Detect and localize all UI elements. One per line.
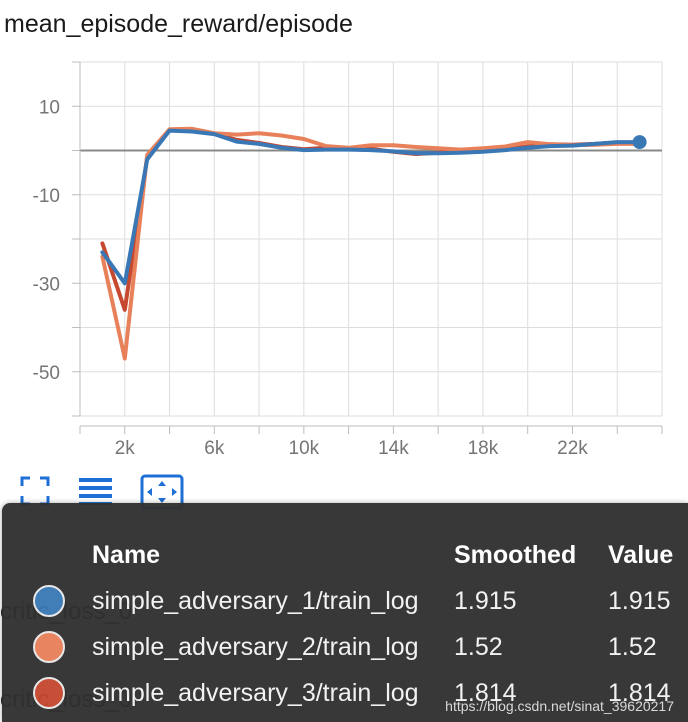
fullscreen-button[interactable] [18,474,52,508]
series-color-swatch [33,585,65,617]
tooltip-header-name: Name [92,541,161,569]
tooltip-smoothed-value: 1.915 [454,587,517,615]
tooltip-series-name: simple_adversary_1/train_log [92,587,419,615]
watermark: https://blog.csdn.net/sinat_39620217 [445,698,674,714]
hover-point [632,135,647,150]
tooltip-series-name: simple_adversary_3/train_log [92,679,419,707]
x-tick-label: 6k [204,438,225,459]
grid [80,61,663,417]
tooltip-value: 1.52 [608,633,657,661]
y-tick-label: 10 [39,97,60,118]
y-tick-label: -50 [33,363,60,384]
x-tick-label: 14k [378,438,409,459]
tooltip-smoothed-value: 1.814 [454,679,517,707]
tooltip-row: simple_adversary_1/train_log 1.915 1.915 [2,583,688,627]
series-lines [100,126,647,361]
tooltip-value: 1.814 [608,679,671,707]
tooltip-header-value: Value [608,541,674,569]
series-line-2 [100,126,642,361]
tooltip-row: simple_adversary_2/train_log 1.52 1.52 [2,629,688,673]
x-tick-label: 22k [557,438,588,459]
tooltip-value: 1.915 [608,587,671,615]
x-tick-label: 10k [289,438,320,459]
tick-labels: 10 -10 -30 -50 2k 6k 10k 14k 18k 22k [33,97,589,459]
y-tick-label: -30 [33,274,60,295]
axes [72,61,663,434]
fullscreen-icon [20,476,50,506]
tooltip-smoothed-value: 1.52 [454,633,503,661]
chart-title: mean_episode_reward/episode [4,10,353,38]
series-line-1 [100,128,642,286]
series-color-swatch [33,631,65,663]
line-chart: 10 -10 -30 -50 2k 6k 10k 14k 18k 22k [33,61,663,459]
tooltip-header-smoothed: Smoothed [454,541,577,569]
y-tick-label: -10 [33,186,60,207]
series-tooltip: Name Smoothed Value simple_adversary_1/t… [2,503,688,722]
tooltip-row: simple_adversary_3/train_log 1.814 1.814 [2,675,688,719]
x-tick-label: 18k [468,438,499,459]
x-tick-label: 2k [115,438,136,459]
tooltip-series-name: simple_adversary_2/train_log [92,633,419,661]
series-color-swatch [33,677,65,709]
